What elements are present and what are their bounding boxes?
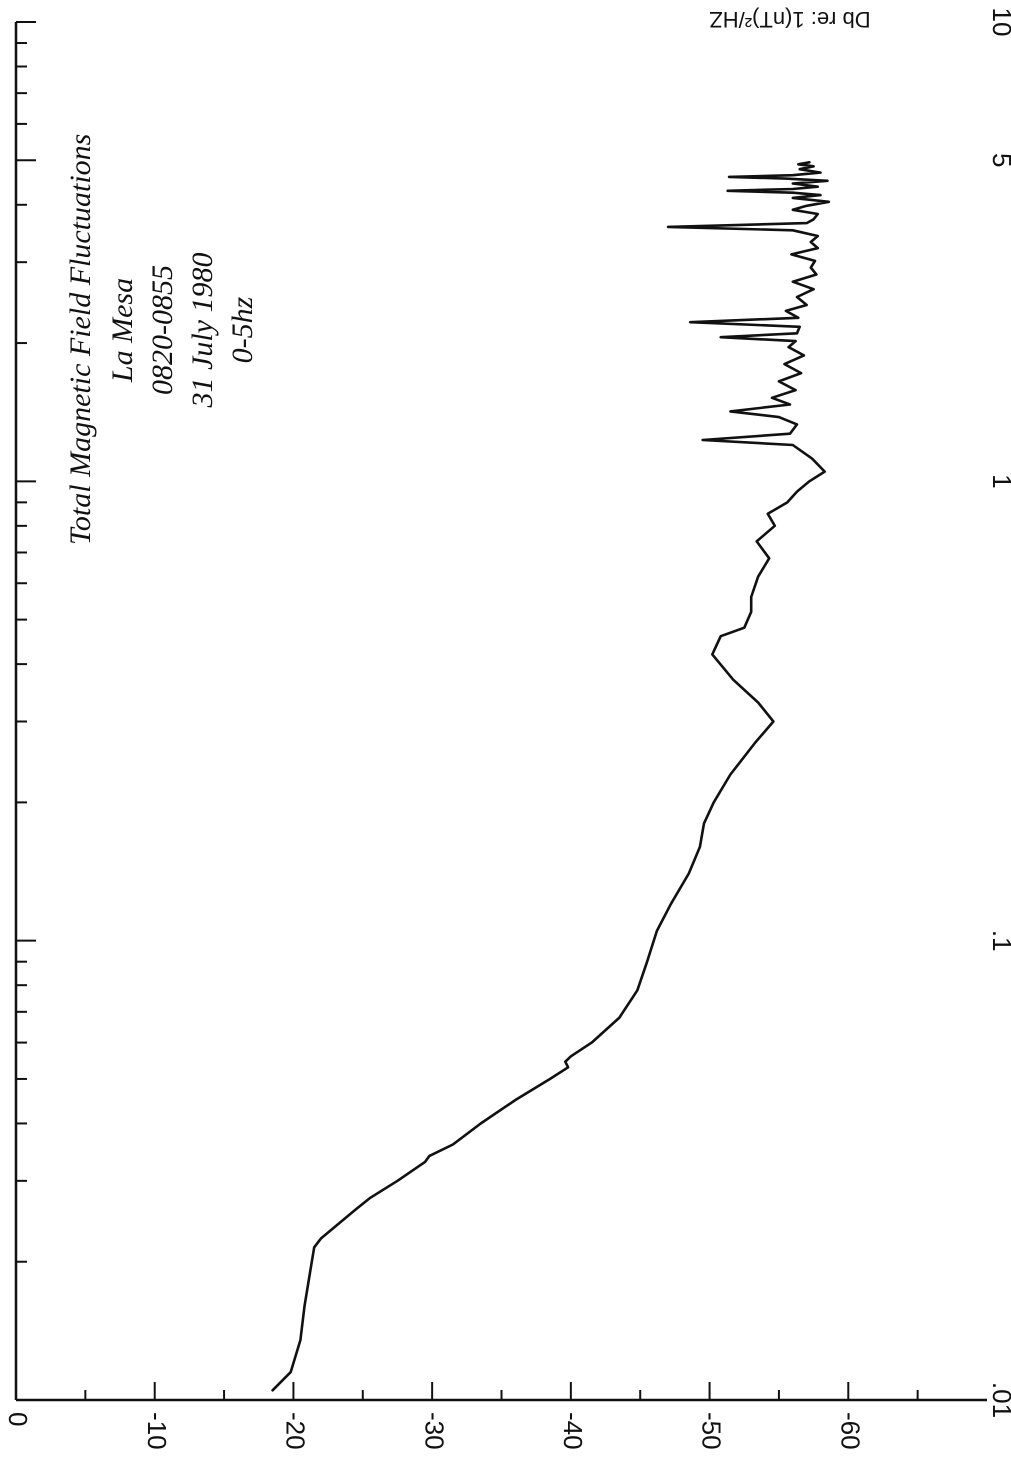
annotation-line: Total Magnetic Field Fluctuations xyxy=(64,134,97,545)
y-tick-label: -10 xyxy=(142,1412,172,1450)
series-line xyxy=(271,161,831,1392)
x-axis-ticks xyxy=(16,21,36,1401)
x-tick-label: 1 xyxy=(987,474,1011,488)
y-tick-label: 0 xyxy=(3,1412,33,1426)
annotation-line: La Mesa xyxy=(106,278,139,383)
y-axis-ticks xyxy=(84,1382,919,1400)
x-tick-label: .01 xyxy=(987,1382,1011,1418)
series-group xyxy=(271,161,831,1392)
y-axis-label: Db re: 1(nT)²/HZ xyxy=(709,7,870,32)
y-tick-label: -20 xyxy=(281,1412,311,1450)
x-tick-label: .1 xyxy=(987,930,1011,952)
y-axis-tick-labels: 0 -10 -20 -30 -40 -50 -60 xyxy=(3,1412,865,1450)
y-tick-label: -30 xyxy=(419,1412,449,1450)
x-tick-label: 10 xyxy=(987,8,1011,37)
y-tick-label: -60 xyxy=(835,1412,865,1450)
plot-frame xyxy=(14,22,987,1402)
x-tick-label: 5 xyxy=(987,153,1011,167)
y-tick-label: -40 xyxy=(558,1412,588,1450)
annotation-line: 0-5hz xyxy=(226,296,259,363)
x-axis-tick-labels: .01 .1 1 5 10 xyxy=(987,8,1011,1419)
chart-annotation: Total Magnetic Field Fluctuations La Mesa… xyxy=(64,134,259,545)
y-tick-label: -50 xyxy=(697,1412,727,1450)
annotation-line: 31 July 1980 xyxy=(186,253,219,409)
annotation-line: 0820-0855 xyxy=(146,265,179,395)
